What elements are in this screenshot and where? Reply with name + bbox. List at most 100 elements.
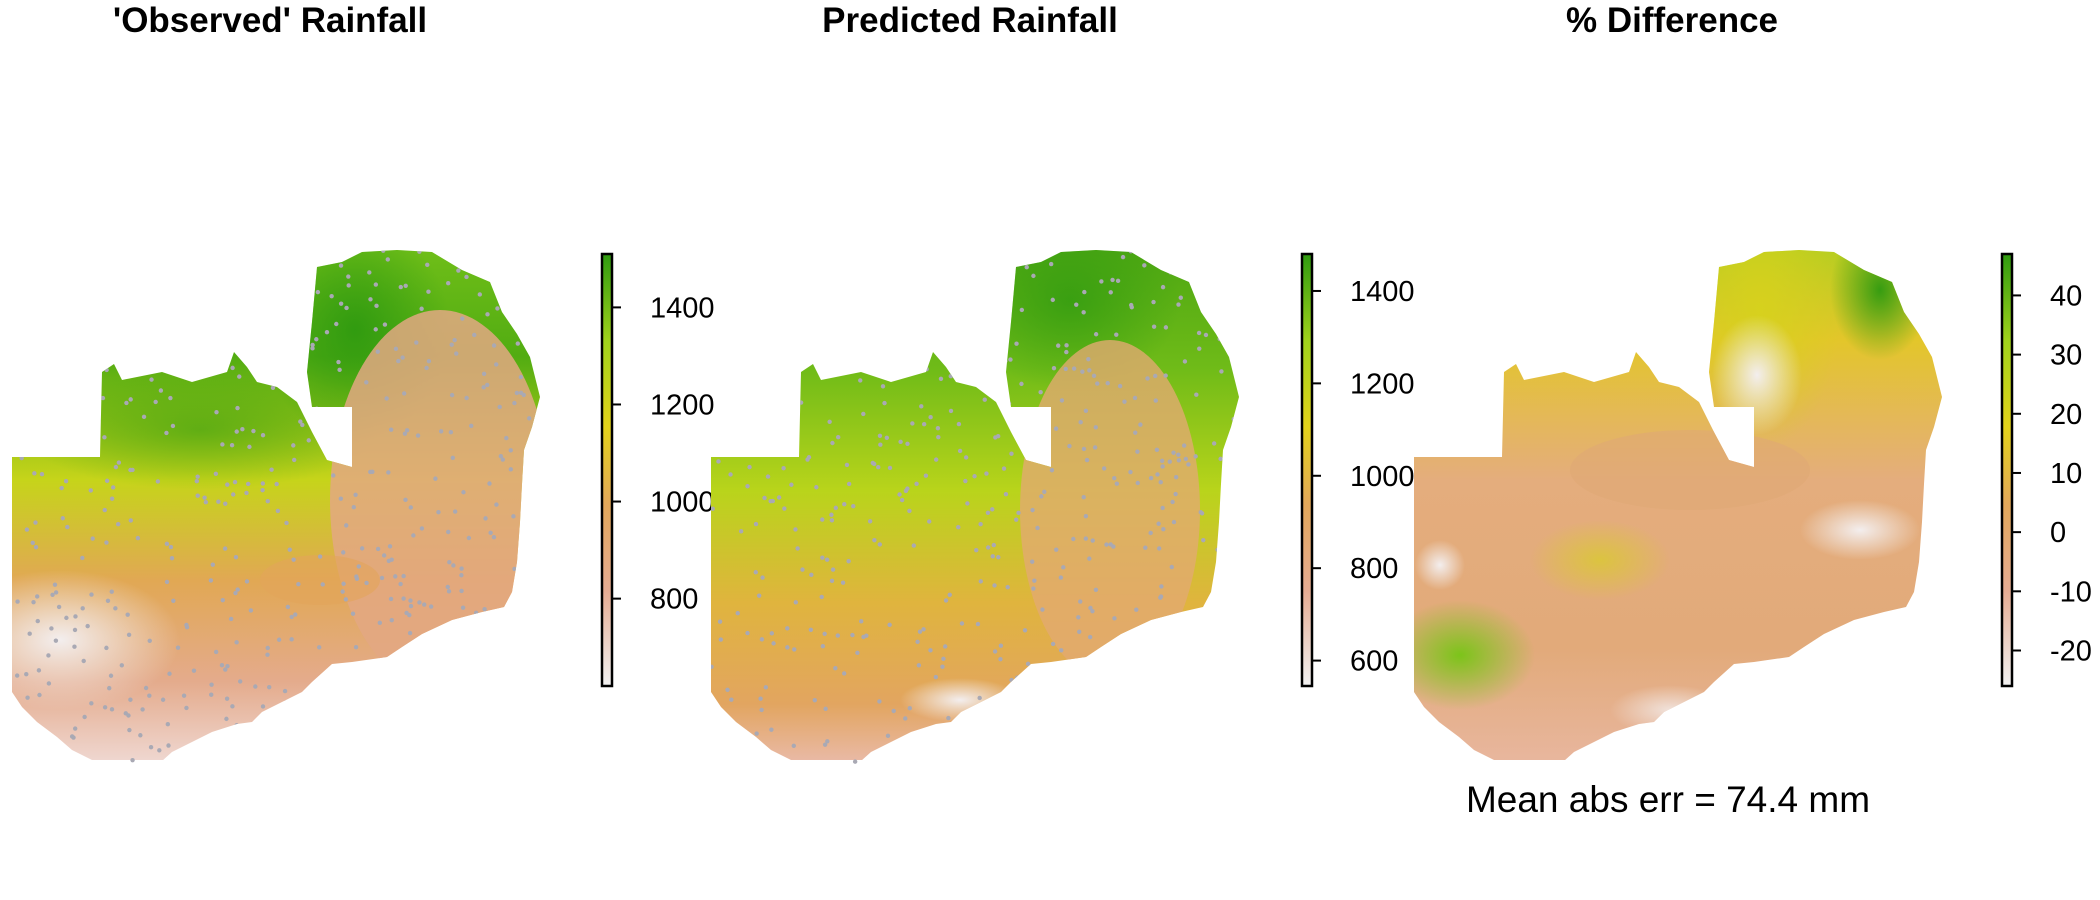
sample-point xyxy=(763,685,769,690)
sample-point xyxy=(1080,369,1085,374)
sample-point xyxy=(368,698,374,703)
sample-point xyxy=(1067,443,1072,449)
panel-observed: 'Observed' Rainfall xyxy=(12,1,540,763)
sample-point xyxy=(304,275,309,281)
sample-point xyxy=(338,496,344,501)
sample-point xyxy=(158,388,164,393)
sample-point xyxy=(126,632,132,637)
sample-point xyxy=(1050,641,1056,647)
sample-point xyxy=(1169,564,1174,570)
sample-point xyxy=(1160,505,1165,511)
sample-point xyxy=(1137,245,1141,249)
sample-point xyxy=(1216,586,1222,592)
sample-point xyxy=(726,446,731,451)
sample-point xyxy=(911,543,917,548)
sample-point xyxy=(354,574,359,579)
sample-point xyxy=(875,756,880,761)
sample-point xyxy=(1159,458,1165,464)
sample-point xyxy=(1201,537,1206,543)
sample-point xyxy=(296,288,301,293)
sample-point xyxy=(1128,469,1133,475)
sample-point xyxy=(747,464,752,470)
sample-point xyxy=(404,428,410,433)
sample-point xyxy=(792,429,797,435)
sample-point xyxy=(879,268,884,274)
sample-point xyxy=(241,262,246,267)
sample-point xyxy=(104,540,109,545)
sample-point xyxy=(73,614,78,619)
sample-point xyxy=(275,508,281,514)
sample-point xyxy=(110,300,116,305)
sample-point xyxy=(959,621,965,626)
sample-point xyxy=(238,344,243,349)
sample-point xyxy=(26,288,31,294)
sample-point xyxy=(1186,276,1192,281)
sample-point xyxy=(781,300,786,305)
sample-point xyxy=(830,259,835,264)
sample-point xyxy=(879,250,884,251)
sample-point xyxy=(985,545,991,550)
sample-point xyxy=(1072,667,1078,673)
rainfall-map xyxy=(12,250,540,763)
sample-point xyxy=(1072,758,1077,764)
sample-point xyxy=(338,263,344,268)
sample-point xyxy=(1087,634,1093,640)
sample-point xyxy=(773,254,779,259)
sample-point xyxy=(824,557,830,562)
sample-point xyxy=(350,611,356,616)
sample-point xyxy=(958,329,963,335)
sample-point xyxy=(1160,464,1165,469)
sample-point xyxy=(523,530,528,535)
sample-point xyxy=(1024,264,1029,270)
sample-point xyxy=(1159,669,1165,674)
sample-point xyxy=(157,748,162,753)
sample-point xyxy=(46,375,51,380)
sample-point xyxy=(984,471,989,476)
sample-point xyxy=(164,541,170,547)
sample-point xyxy=(947,592,952,597)
sample-point xyxy=(939,270,944,275)
sample-point xyxy=(436,509,441,515)
sample-point xyxy=(72,627,78,633)
sample-point xyxy=(1198,510,1203,515)
sample-point xyxy=(181,693,187,698)
sample-point xyxy=(317,645,322,650)
sample-point xyxy=(219,663,225,668)
sample-point xyxy=(1150,250,1155,255)
sample-point xyxy=(417,250,422,254)
sample-point xyxy=(1219,630,1224,635)
sample-point xyxy=(1167,459,1172,464)
sample-point xyxy=(798,314,804,319)
sample-point xyxy=(125,612,130,617)
sample-point xyxy=(835,633,841,638)
sample-point xyxy=(883,244,887,248)
sample-point xyxy=(497,404,502,410)
sample-point xyxy=(155,479,161,484)
sample-point xyxy=(1048,740,1054,745)
sample-point xyxy=(1035,525,1040,531)
sample-point xyxy=(364,580,369,586)
sample-point xyxy=(1128,302,1134,308)
sample-point xyxy=(1231,417,1236,422)
sample-point xyxy=(922,367,927,372)
sample-point xyxy=(991,747,996,753)
sample-point xyxy=(769,631,775,636)
sample-point xyxy=(938,252,944,257)
sample-point xyxy=(776,495,782,500)
sample-point xyxy=(866,269,871,274)
sample-point xyxy=(110,485,116,490)
sample-point xyxy=(919,404,924,409)
sample-point xyxy=(37,428,42,433)
sample-point xyxy=(175,645,181,650)
sample-point xyxy=(1161,743,1166,748)
sample-point xyxy=(72,644,77,649)
sample-point xyxy=(825,739,830,744)
mean-abs-error: Mean abs err = 74.4 mm xyxy=(1466,779,1870,820)
sample-point xyxy=(464,395,469,401)
sample-point xyxy=(448,429,454,435)
sample-point xyxy=(448,758,454,763)
colorbar-tick-label: 30 xyxy=(2050,340,2082,372)
sample-point xyxy=(515,745,521,751)
sample-point xyxy=(1112,682,1118,687)
sample-point xyxy=(963,478,968,484)
